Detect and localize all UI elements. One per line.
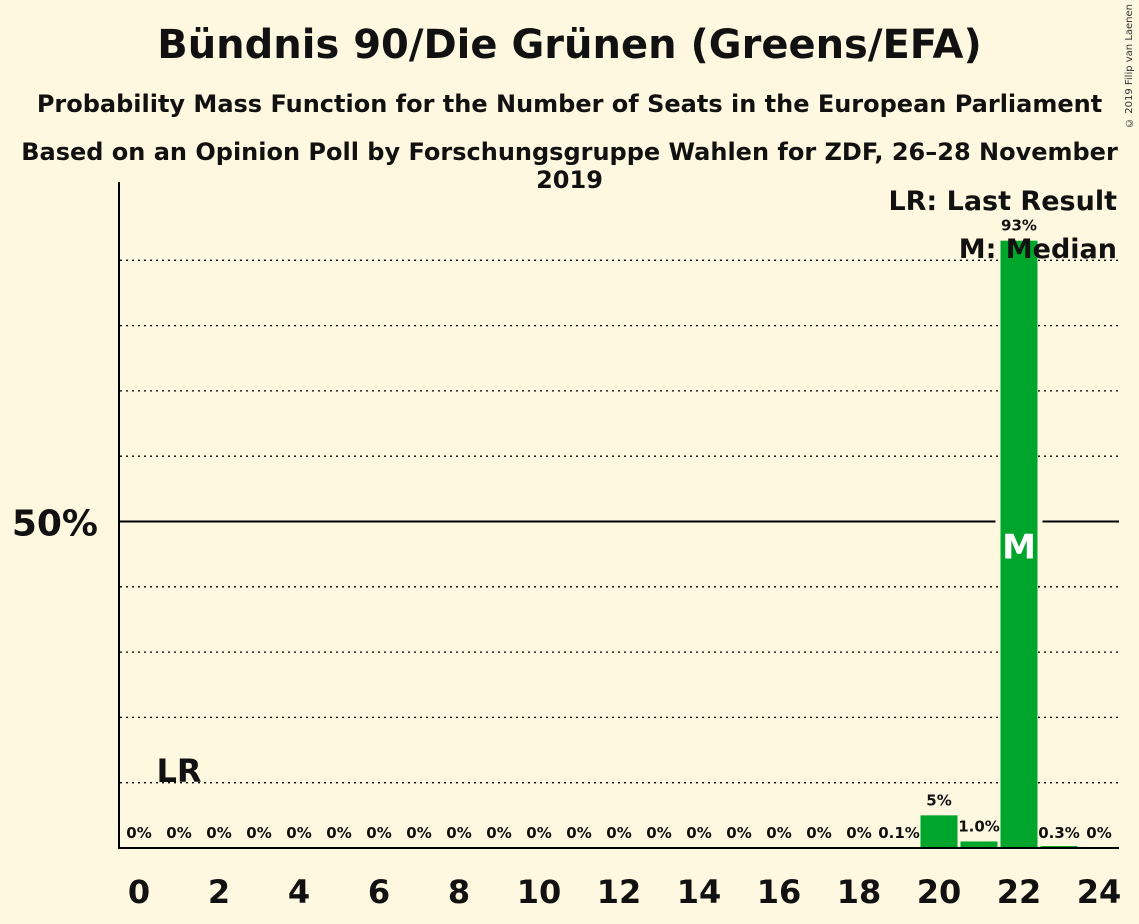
bar-label-21: 1.0% — [958, 817, 1000, 835]
y-tick-50: 50% — [12, 504, 98, 545]
median-gap-left — [995, 519, 1001, 524]
bar-label-16: 0% — [766, 824, 791, 842]
x-tick-6: 6 — [368, 873, 390, 911]
chart-source: Based on an Opinion Poll by Forschungsgr… — [21, 138, 1118, 194]
bar-label-1: 0% — [166, 824, 191, 842]
legend-median: M: Median — [959, 234, 1117, 265]
bar-label-4: 0% — [286, 824, 311, 842]
x-tick-20: 20 — [917, 873, 962, 911]
x-tick-2: 2 — [208, 873, 230, 911]
x-tick-24: 24 — [1077, 873, 1122, 911]
x-tick-16: 16 — [757, 873, 802, 911]
bar-label-0: 0% — [126, 824, 151, 842]
bar-label-13: 0% — [646, 824, 671, 842]
bar-label-7: 0% — [406, 824, 431, 842]
x-tick-labels: 0 2 4 6 8 10 12 14 16 18 20 22 24 — [128, 873, 1121, 911]
bar-22 — [1000, 240, 1038, 848]
bar-label-15: 0% — [726, 824, 751, 842]
median-gap-right — [1037, 519, 1043, 524]
grid-lines — [120, 259, 1119, 784]
median-marker: M — [1002, 528, 1036, 568]
bar-label-12: 0% — [606, 824, 631, 842]
bar-label-2: 0% — [206, 824, 231, 842]
bar-21 — [960, 841, 998, 848]
bar-label-3: 0% — [246, 824, 271, 842]
last-result-marker: LR — [156, 752, 201, 790]
bar-label-5: 0% — [326, 824, 351, 842]
bar-20 — [920, 815, 958, 848]
x-tick-8: 8 — [448, 873, 470, 911]
x-tick-22: 22 — [997, 873, 1042, 911]
x-tick-12: 12 — [597, 873, 642, 911]
chart-title: Bündnis 90/Die Grünen (Greens/EFA) — [157, 22, 982, 68]
bar-label-14: 0% — [686, 824, 711, 842]
bar-label-10: 0% — [526, 824, 551, 842]
bar-label-17: 0% — [806, 824, 831, 842]
bar-label-18: 0% — [846, 824, 871, 842]
bars — [880, 240, 1078, 848]
bar-label-11: 0% — [566, 824, 591, 842]
bar-labels: 0% 0% 0% 0% 0% 0% 0% 0% 0% 0% 0% 0% 0% 0% 0% 0% 0% 0% 0% 0.… — [126, 217, 1111, 842]
bar-label-19: 0.1% — [878, 824, 920, 842]
bar-label-8: 0% — [446, 824, 471, 842]
x-tick-18: 18 — [837, 873, 882, 911]
x-tick-0: 0 — [128, 873, 150, 911]
x-tick-4: 4 — [288, 873, 310, 911]
bar-label-6: 0% — [366, 824, 391, 842]
x-tick-10: 10 — [517, 873, 562, 911]
bar-label-22: 93% — [1001, 217, 1037, 235]
bar-label-20: 5% — [926, 791, 951, 809]
x-tick-14: 14 — [677, 873, 722, 911]
bar-label-23: 0.3% — [1038, 824, 1080, 842]
bar-label-24: 0% — [1086, 824, 1111, 842]
bar-label-9: 0% — [486, 824, 511, 842]
legend-last-result: LR: Last Result — [888, 186, 1117, 217]
chart-subtitle: Probability Mass Function for the Number… — [36, 90, 1103, 118]
